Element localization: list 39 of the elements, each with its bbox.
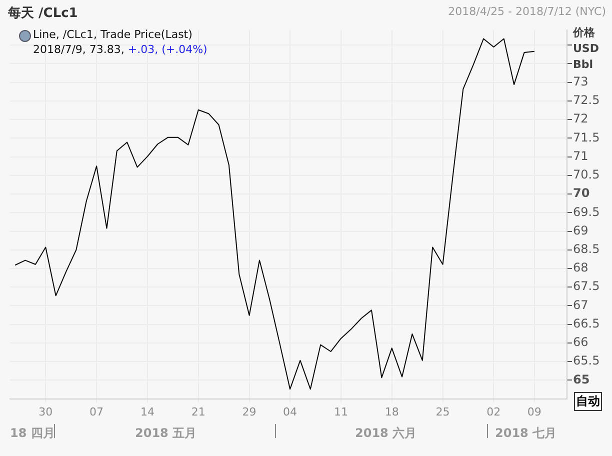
x-tick-label: 18 (384, 405, 399, 418)
y-tick-label: 65.5 (573, 354, 600, 368)
chart-subtitle: 2018/4/25 - 2018/7/12 (NYC) (448, 5, 606, 18)
y-tick-label: 68.5 (573, 242, 600, 256)
y-tick-label: 70.5 (573, 168, 600, 182)
y-tick-label: 69 (573, 223, 588, 238)
y-tick-label: 73 (573, 74, 588, 88)
x-tick-label: 04 (283, 405, 298, 418)
y-tick-label: 67 (573, 298, 588, 312)
x-tick-label: 07 (90, 405, 104, 418)
y-tick-label: 67.5 (573, 279, 600, 294)
y-tick-label: 72.5 (573, 93, 600, 108)
text: 2018 七月 (495, 425, 557, 442)
text: 自动 (574, 392, 602, 411)
y-tick-label: 66 (573, 335, 588, 350)
y-axis-title: 价格 USD Bbl (573, 25, 600, 73)
y-tick-label: 69.5 (573, 204, 600, 219)
text: 2018 六月 (355, 425, 417, 442)
x-tick-label: 21 (191, 405, 206, 418)
x-tick-label: 29 (242, 405, 256, 418)
annotation: Line, /CLc1, Trade Price(Last) (33, 28, 192, 41)
y-tick-label: 72 (573, 112, 588, 126)
y-tick-label: 66.5 (573, 316, 600, 330)
x-tick-label: 14 (140, 405, 154, 418)
y-tick-label: 65 (573, 372, 590, 386)
x-tick-label: 09 (527, 405, 542, 418)
x-tick-label: 11 (334, 405, 348, 418)
annotation: 2018/7/9, 73.83, (33, 43, 124, 56)
y-tick-label: 70 (573, 186, 590, 200)
x-tick-label: 25 (436, 405, 450, 418)
y-tick-label: 71 (573, 148, 588, 163)
x-tick-label: 02 (486, 405, 501, 418)
chart-title: 每天 /CLc1 (8, 5, 78, 22)
annotation: +.03, (+.04%) (128, 43, 208, 56)
text: 18 四月 (10, 425, 55, 442)
y-tick-label: 71.5 (573, 130, 600, 144)
text: 2018 五月 (135, 425, 197, 442)
x-tick-label: 30 (38, 405, 53, 418)
y-tick-label: 68 (573, 260, 588, 275)
